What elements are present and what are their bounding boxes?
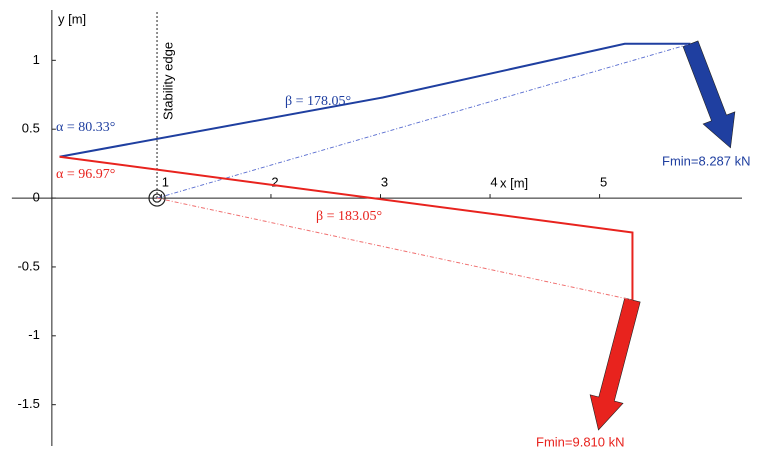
alpha-label: α = 80.33° (56, 120, 115, 135)
force-label: Fmin=9.810 kN (536, 434, 625, 449)
x-tick-label: 3 (381, 175, 388, 190)
x-tick-label: 4 (490, 175, 497, 190)
x-tick-label: 1 (162, 175, 169, 190)
alpha-label: α = 96.97° (56, 167, 115, 182)
beam-line (59, 42, 691, 158)
beta-label: β = 183.05° (316, 209, 382, 224)
x-tick-label: 2 (271, 175, 278, 190)
beam-line (156, 197, 633, 301)
y-tick-label: -1.5 (17, 396, 39, 411)
beam-line (59, 155, 634, 300)
pivot (152, 193, 162, 203)
x-axis-label: x [m] (500, 175, 528, 190)
force-arrow (682, 40, 736, 149)
y-tick-label: 1 (33, 52, 40, 67)
y-tick-label: 0 (33, 190, 40, 205)
beta-label: β = 178.05° (285, 94, 351, 109)
y-tick-label: 0.5 (22, 121, 40, 136)
stability-edge-label: Stability edge (160, 42, 175, 120)
y-tick-label: -1 (28, 327, 40, 342)
y-axis-label: y [m] (58, 11, 86, 26)
y-tick-label: -0.5 (17, 258, 39, 273)
x-tick-label: 5 (600, 175, 607, 190)
force-arrow (589, 297, 641, 431)
beam-line (156, 43, 691, 199)
pivot (148, 189, 166, 207)
force-label: Fmin=8.287 kN (662, 153, 751, 168)
